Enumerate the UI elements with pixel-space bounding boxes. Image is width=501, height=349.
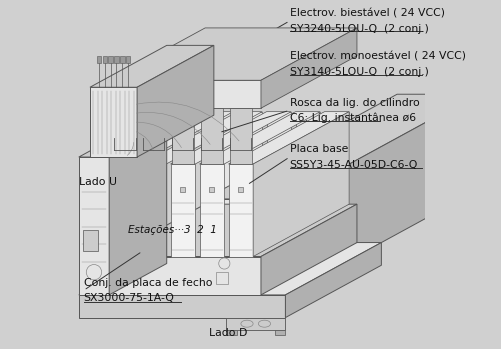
Text: SY3240-5LOU-Q  (2 conj.): SY3240-5LOU-Q (2 conj.) bbox=[290, 24, 428, 34]
Polygon shape bbox=[137, 45, 214, 157]
Polygon shape bbox=[113, 112, 233, 164]
Polygon shape bbox=[83, 230, 98, 251]
Text: Electrov. biestável ( 24 VCC): Electrov. biestável ( 24 VCC) bbox=[290, 8, 444, 18]
Polygon shape bbox=[103, 56, 107, 63]
Polygon shape bbox=[215, 272, 228, 284]
Polygon shape bbox=[90, 87, 137, 157]
Polygon shape bbox=[126, 56, 130, 63]
Polygon shape bbox=[237, 112, 262, 204]
Polygon shape bbox=[200, 108, 223, 164]
Polygon shape bbox=[143, 108, 165, 164]
Polygon shape bbox=[142, 164, 166, 257]
Text: Placa base: Placa base bbox=[290, 144, 348, 154]
Polygon shape bbox=[172, 72, 262, 108]
Polygon shape bbox=[296, 112, 320, 204]
Text: Lado U: Lado U bbox=[79, 177, 117, 187]
Text: SY3140-5LOU-Q  (2 conj.): SY3140-5LOU-Q (2 conj.) bbox=[290, 67, 428, 77]
Polygon shape bbox=[228, 164, 253, 257]
Polygon shape bbox=[247, 142, 253, 146]
Polygon shape bbox=[114, 72, 203, 108]
Polygon shape bbox=[113, 164, 137, 257]
Polygon shape bbox=[180, 187, 185, 192]
Polygon shape bbox=[109, 257, 261, 295]
Polygon shape bbox=[208, 112, 233, 204]
Polygon shape bbox=[205, 199, 286, 295]
Polygon shape bbox=[209, 187, 214, 192]
Text: Estações···3  2  1: Estações···3 2 1 bbox=[128, 225, 216, 235]
Polygon shape bbox=[109, 204, 357, 257]
Polygon shape bbox=[226, 318, 286, 330]
Polygon shape bbox=[172, 108, 194, 164]
Polygon shape bbox=[275, 330, 286, 335]
Polygon shape bbox=[109, 28, 357, 80]
Text: C6: Lig. instantânea ø6: C6: Lig. instantânea ø6 bbox=[290, 113, 416, 123]
Polygon shape bbox=[261, 28, 357, 108]
Polygon shape bbox=[205, 94, 477, 199]
Polygon shape bbox=[151, 187, 156, 192]
Polygon shape bbox=[79, 243, 381, 295]
Polygon shape bbox=[229, 108, 252, 164]
Polygon shape bbox=[325, 112, 349, 204]
Polygon shape bbox=[97, 56, 101, 63]
Polygon shape bbox=[277, 142, 281, 146]
Polygon shape bbox=[228, 112, 349, 164]
Polygon shape bbox=[79, 295, 286, 318]
Polygon shape bbox=[170, 112, 291, 164]
Polygon shape bbox=[306, 142, 310, 146]
Text: SS5Y3-45-AU-05D-C6-Q: SS5Y3-45-AU-05D-C6-Q bbox=[290, 160, 418, 170]
Polygon shape bbox=[123, 187, 127, 192]
Polygon shape bbox=[286, 243, 381, 318]
Polygon shape bbox=[90, 45, 214, 87]
Text: Conj. da placa de fecho: Conj. da placa de fecho bbox=[84, 279, 212, 288]
Polygon shape bbox=[143, 72, 232, 108]
Polygon shape bbox=[238, 187, 243, 192]
Polygon shape bbox=[120, 56, 125, 63]
Polygon shape bbox=[200, 72, 290, 108]
Polygon shape bbox=[114, 56, 119, 63]
Polygon shape bbox=[109, 126, 167, 295]
Polygon shape bbox=[253, 112, 349, 257]
Polygon shape bbox=[199, 164, 224, 257]
Polygon shape bbox=[114, 108, 136, 164]
Polygon shape bbox=[199, 112, 320, 164]
Polygon shape bbox=[109, 80, 261, 108]
Polygon shape bbox=[79, 157, 109, 295]
Polygon shape bbox=[226, 330, 236, 335]
Polygon shape bbox=[79, 126, 167, 157]
Text: SX3000-75-1A-Q: SX3000-75-1A-Q bbox=[84, 293, 174, 303]
Polygon shape bbox=[229, 72, 319, 108]
Polygon shape bbox=[261, 204, 357, 295]
Polygon shape bbox=[334, 142, 339, 146]
Polygon shape bbox=[267, 112, 291, 204]
Polygon shape bbox=[286, 94, 477, 295]
Polygon shape bbox=[218, 142, 223, 146]
Text: Electrov. monoestável ( 24 VCC): Electrov. monoestável ( 24 VCC) bbox=[290, 52, 465, 61]
Polygon shape bbox=[170, 164, 195, 257]
Text: Lado D: Lado D bbox=[209, 328, 247, 338]
Text: Rosca da lig. do cilindro: Rosca da lig. do cilindro bbox=[290, 98, 419, 107]
Polygon shape bbox=[108, 56, 113, 63]
Polygon shape bbox=[142, 112, 262, 164]
